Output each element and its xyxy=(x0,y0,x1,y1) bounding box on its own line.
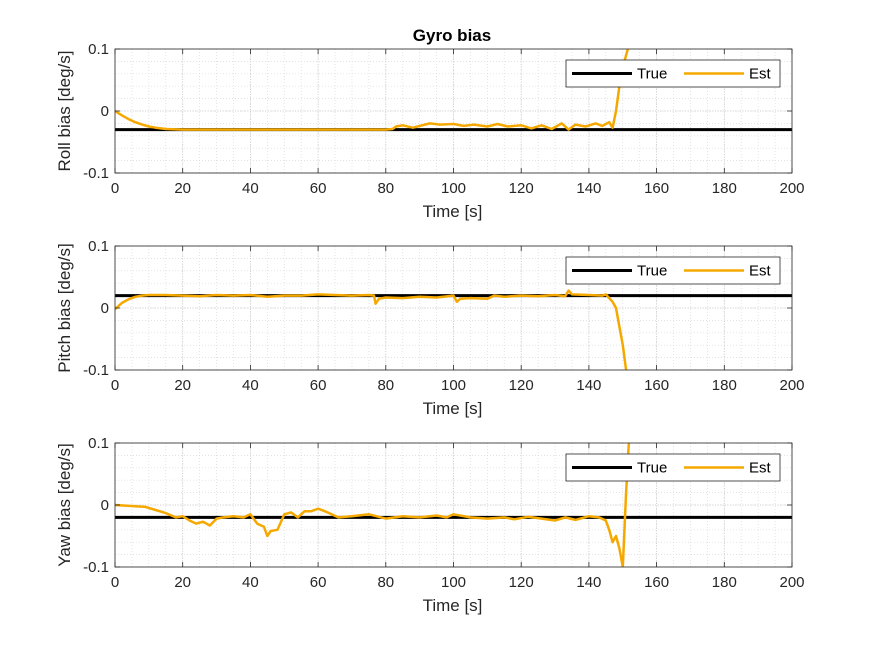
x-tick-label: 200 xyxy=(779,180,804,197)
x-tick-label: 100 xyxy=(441,377,466,394)
y-tick-label: 0.1 xyxy=(88,435,109,452)
x-tick-label: 100 xyxy=(441,574,466,591)
x-tick-label: 40 xyxy=(242,180,259,197)
series-group xyxy=(115,443,792,567)
x-tick-label: 80 xyxy=(377,574,394,591)
series-group xyxy=(115,289,792,370)
x-tick-label: 0 xyxy=(111,377,119,394)
x-tick-label: 120 xyxy=(509,180,534,197)
y-tick-label: -0.1 xyxy=(83,559,109,576)
x-tick-label: 140 xyxy=(576,180,601,197)
x-tick-label: 120 xyxy=(509,377,534,394)
x-tick-label: 20 xyxy=(174,377,191,394)
x-tick-label: 60 xyxy=(310,377,327,394)
x-tick-label: 200 xyxy=(779,377,804,394)
x-tick-label: 80 xyxy=(377,180,394,197)
estimated-bias-line xyxy=(115,443,631,567)
subplot-panels: 0 20 40 60 80 100 120 140 160 180 200-0.100.1Time … xyxy=(55,41,805,615)
x-tick-label: 180 xyxy=(712,377,737,394)
x-tick-label: 180 xyxy=(712,180,737,197)
subplot-1: 0 20 40 60 80 100 120 140 160 180 200-0.100.1Time … xyxy=(55,41,805,221)
x-tick-label: 0 xyxy=(111,574,119,591)
x-tick-label: 160 xyxy=(644,180,669,197)
y-axis-label: Yaw bias [deg/s] xyxy=(55,443,74,566)
x-tick-label: 160 xyxy=(644,574,669,591)
estimated-bias-line xyxy=(115,49,630,131)
legend: True Est xyxy=(565,59,781,88)
x-tick-label: 60 xyxy=(310,180,327,197)
subplot-3: 0 20 40 60 80 100 120 140 160 180 200-0.100.1Time … xyxy=(55,435,805,615)
y-tick-label: 0 xyxy=(101,497,109,514)
legend: True Est xyxy=(565,453,781,482)
legend: True Est xyxy=(565,256,781,285)
x-axis-label: Time [s] xyxy=(423,399,483,418)
legend-label: True xyxy=(637,66,667,83)
y-tick-label: -0.1 xyxy=(83,165,109,182)
x-tick-label: 100 xyxy=(441,180,466,197)
x-tick-label: 140 xyxy=(576,377,601,394)
x-tick-label: 120 xyxy=(509,574,534,591)
legend-label: True xyxy=(637,460,667,477)
x-axis-label: Time [s] xyxy=(423,202,483,221)
y-tick-label: 0 xyxy=(101,103,109,120)
subplot-2: 0 20 40 60 80 100 120 140 160 180 200-0.100.1Time … xyxy=(55,238,805,418)
x-tick-label: 60 xyxy=(310,574,327,591)
x-tick-label: 20 xyxy=(174,180,191,197)
x-tick-label: 160 xyxy=(644,377,669,394)
figure-title: Gyro bias xyxy=(413,26,491,45)
legend-label: True xyxy=(637,263,667,280)
estimated-bias-line xyxy=(115,289,628,370)
x-tick-label: 0 xyxy=(111,180,119,197)
y-tick-label: -0.1 xyxy=(83,362,109,379)
y-axis-label: Roll bias [deg/s] xyxy=(55,51,74,172)
legend-label: Est xyxy=(749,460,772,477)
x-tick-label: 180 xyxy=(712,574,737,591)
x-axis-label: Time [s] xyxy=(423,596,483,615)
legend-label: Est xyxy=(749,263,772,280)
x-tick-label: 40 xyxy=(242,377,259,394)
y-axis-label: Pitch bias [deg/s] xyxy=(55,243,74,372)
y-tick-label: 0.1 xyxy=(88,238,109,255)
series-group xyxy=(115,49,792,132)
y-tick-label: 0.1 xyxy=(88,41,109,58)
x-tick-label: 40 xyxy=(242,574,259,591)
x-tick-label: 80 xyxy=(377,377,394,394)
legend-label: Est xyxy=(749,66,772,83)
x-tick-label: 200 xyxy=(779,574,804,591)
y-tick-label: 0 xyxy=(101,300,109,317)
x-tick-label: 140 xyxy=(576,574,601,591)
x-tick-label: 20 xyxy=(174,574,191,591)
